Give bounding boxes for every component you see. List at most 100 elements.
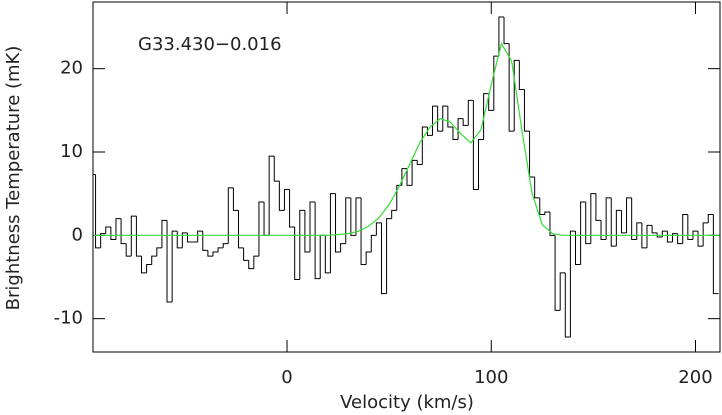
spectrum-step [626,197,632,233]
annotation: G33.430−0.016 [138,34,282,55]
spectrum-step [309,201,316,252]
spectrum-step [636,222,642,240]
plot-area [93,16,720,338]
y-tick-label: -10 [54,308,83,329]
spectrum-step [386,218,392,294]
spectrum-step [146,264,152,273]
x-axis-label: Velocity (km/s) [340,392,474,413]
spectrum-step [646,224,653,248]
spectrum-step [585,202,591,245]
y-axis-label: Brightness Temperature (mK) [3,46,24,311]
spectrum-step [462,118,469,126]
spectrum-step [615,209,622,247]
spectrum-step [421,126,428,165]
spectrum-step [620,210,627,234]
spectrum-step [299,209,305,280]
spectrum-step [360,197,367,265]
spectrum-step [273,156,280,182]
spectrum-step [697,231,704,247]
spectrum-step [345,197,351,244]
spectrum-step [656,232,663,238]
spectrum-step [549,212,556,236]
spectrum-step [335,193,341,253]
x-tick-label: 100 [474,367,508,388]
spectrum-step [248,260,254,270]
y-tick-label: 10 [60,141,83,162]
spectrum-step [243,247,249,261]
spectrum-step [268,155,275,236]
spectrum-step [595,193,602,221]
spectrum-step [411,159,418,186]
spectrum-step [186,232,193,243]
spectrum-step [666,231,673,243]
spectrum-step [151,255,157,265]
spectrum-step [554,235,561,311]
spectrum-step [355,197,362,236]
spectrum-step [503,17,510,45]
spectrum-step [166,220,173,303]
spectrum-step [610,197,617,247]
spectrum-step [477,139,484,190]
spectrum-step [120,218,127,245]
spectrum-step [437,106,443,132]
spectrum-step [253,255,259,269]
spectrum-step [222,243,229,248]
spectrum-step [340,243,346,252]
spectrum-step [95,174,101,249]
spectrum-step [227,187,234,244]
spectrum-step [278,181,285,211]
spectrum-step [294,227,300,280]
x-tick-label: 200 [678,367,712,388]
spectrum-step [539,197,545,215]
spectrum-step [544,211,550,215]
spectrum-step [559,272,566,311]
spectrum-step [600,220,607,240]
spectrum-step [350,197,356,236]
spectrum-step [130,215,137,257]
spectrum-step [238,210,244,249]
spectrum-step [141,256,147,274]
spectrum-step [197,230,203,242]
spectrum-step [426,127,433,136]
spectrum-step [641,222,647,249]
spectrum-step [258,201,265,257]
spectrum-step [416,160,423,165]
spectrum-step [483,93,489,140]
spectrum-step [452,127,459,140]
spectrum-step [283,189,290,211]
spectrum-step [365,251,372,265]
spectrum-step [232,187,239,211]
spectrum-step [580,201,586,265]
plot-frame [92,1,721,353]
spectrum-step [707,214,714,223]
spectrum-step [488,93,494,111]
spectrum-step [661,230,668,237]
spectrum-step [202,231,208,251]
spectrum-step [212,251,219,257]
spectrum-step [702,222,709,247]
spectrum-step [217,247,224,252]
spectrum-step [508,43,515,132]
spectrum-step [304,210,310,253]
spectrum-step [605,197,612,240]
spectrum-step [575,231,581,265]
spectrum-step [442,105,448,132]
y-tick-label: 0 [72,224,83,245]
spectrum-step [171,230,178,302]
spectrum-step [457,118,464,140]
spectrum-step [391,209,397,219]
spectrum-step [590,193,596,244]
spectrum-step [314,202,321,280]
spectrum-step [534,177,540,199]
spectrum-step [380,222,387,295]
spectrum-step [569,230,576,337]
spectrum-step [564,272,571,338]
spectrum-step [135,216,142,257]
spectrum-step [375,222,382,236]
spectrum-step [176,231,183,249]
spectrum-step [100,233,106,248]
spectrum-step [651,225,658,234]
spectrum-step [156,247,162,257]
spectrum-step [161,219,168,248]
fit-line [93,42,720,236]
